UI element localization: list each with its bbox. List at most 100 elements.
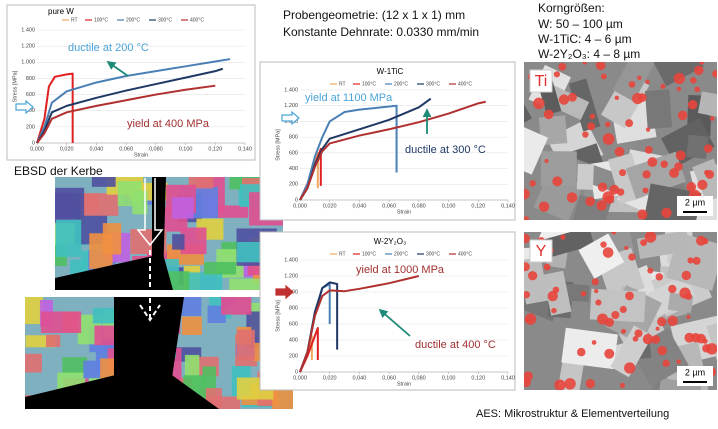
- grain: [697, 91, 717, 117]
- particle: [655, 326, 660, 331]
- particle: [594, 288, 599, 294]
- particle: [585, 379, 595, 389]
- particle: [705, 170, 715, 179]
- y-tick-label: 400: [26, 108, 35, 114]
- particle: [628, 253, 636, 261]
- pointer-arrow: [15, 99, 34, 115]
- particle: [660, 83, 666, 89]
- series-line: [36, 58, 231, 144]
- y-tick-label: 1.400: [284, 257, 298, 263]
- grain: [40, 311, 82, 333]
- particle: [614, 95, 620, 101]
- grain: [561, 327, 618, 370]
- series-line: [299, 100, 486, 201]
- particle: [595, 62, 606, 71]
- particle: [543, 109, 554, 120]
- y-tick-label: 0: [295, 197, 298, 203]
- grain: [55, 219, 82, 257]
- particle: [554, 379, 566, 390]
- grain-line: W-2Y₂O₃: 4 – 8 µm: [538, 47, 640, 61]
- particle: [690, 77, 697, 84]
- y-tick-label: 800: [289, 305, 298, 311]
- particle: [679, 287, 691, 299]
- particle: [577, 347, 586, 357]
- particle: [524, 188, 530, 200]
- x-tick-label: 0,040: [90, 146, 104, 152]
- legend-label: RT: [339, 81, 346, 87]
- particle: [644, 232, 657, 243]
- info-line: Konstante Dehnrate: 0.0330 mm/min: [283, 25, 479, 39]
- grain: [657, 378, 702, 390]
- particle: [669, 168, 679, 178]
- chart-frame: [6, 4, 256, 161]
- chart: W-1TiC 0 200 400 600 800 1.000 1.200 1.400 0,000 0…: [259, 61, 516, 221]
- annotation: yield at 400 MPa: [127, 118, 210, 130]
- particle: [600, 73, 607, 80]
- grain: [91, 177, 116, 187]
- chart-title: pure W: [48, 7, 74, 16]
- particle: [600, 241, 607, 248]
- particle: [527, 271, 538, 281]
- particle: [651, 335, 661, 344]
- x-tick-label: 0,020: [323, 375, 337, 381]
- particle: [645, 79, 650, 85]
- particle: [632, 336, 639, 342]
- particle: [564, 378, 576, 390]
- grain: [180, 227, 207, 255]
- y-axis-label: Stress [MPa]: [275, 129, 281, 161]
- particle: [524, 318, 529, 323]
- particle: [637, 75, 642, 81]
- chart-title: W-1TiC: [377, 67, 404, 76]
- annotation: ductile at 400 °C: [415, 339, 496, 351]
- particle: [602, 247, 614, 258]
- notch: [55, 177, 173, 290]
- particle: [560, 234, 566, 240]
- element-box: [529, 239, 553, 263]
- x-tick-label: 0,040: [353, 203, 367, 209]
- y-axis-label: Stress [MPa]: [12, 70, 18, 102]
- particle: [614, 146, 625, 157]
- particle: [675, 150, 686, 161]
- grain: [578, 233, 625, 279]
- particle: [676, 359, 681, 364]
- particle: [619, 382, 626, 388]
- particle: [589, 113, 596, 120]
- element-label: Ti: [535, 73, 548, 90]
- particle: [611, 232, 617, 235]
- y-axis-label: Stress [MPa]: [275, 300, 281, 332]
- y-tick-label: 400: [289, 166, 298, 172]
- particle: [657, 345, 667, 356]
- x-tick-label: 0,100: [442, 375, 456, 381]
- y-tick-label: 600: [289, 150, 298, 156]
- legend-label: RT: [339, 251, 346, 257]
- particle: [642, 187, 649, 194]
- particle: [625, 291, 634, 301]
- particle: [524, 233, 530, 244]
- grain: [25, 353, 42, 373]
- x-axis-label: Strain: [397, 209, 411, 215]
- particle: [677, 110, 688, 121]
- series-line: [299, 104, 398, 201]
- particle: [709, 116, 715, 121]
- particle: [637, 209, 648, 220]
- legend-label: 300°C: [426, 251, 440, 257]
- x-axis-label: Strain: [397, 381, 411, 387]
- x-tick-label: 0,060: [119, 146, 133, 152]
- legend-label: 200°C: [126, 17, 140, 23]
- particle: [702, 238, 709, 245]
- grain: [185, 272, 223, 290]
- x-tick-label: 0,080: [412, 203, 426, 209]
- particle: [702, 338, 708, 344]
- x-tick-label: 0,020: [60, 146, 74, 152]
- particle: [524, 377, 531, 388]
- particle: [609, 184, 620, 195]
- x-tick-label: 0,000: [30, 146, 44, 152]
- x-tick-label: 0,000: [293, 203, 307, 209]
- grain: [538, 232, 582, 250]
- y-tick-label: 1.200: [284, 103, 298, 109]
- ebsd-label: EBSD der Kerbe: [14, 164, 103, 178]
- x-tick-label: 0,140: [501, 203, 515, 209]
- particle: [567, 92, 577, 102]
- grain-line: W: 50 – 100 µm: [538, 17, 623, 31]
